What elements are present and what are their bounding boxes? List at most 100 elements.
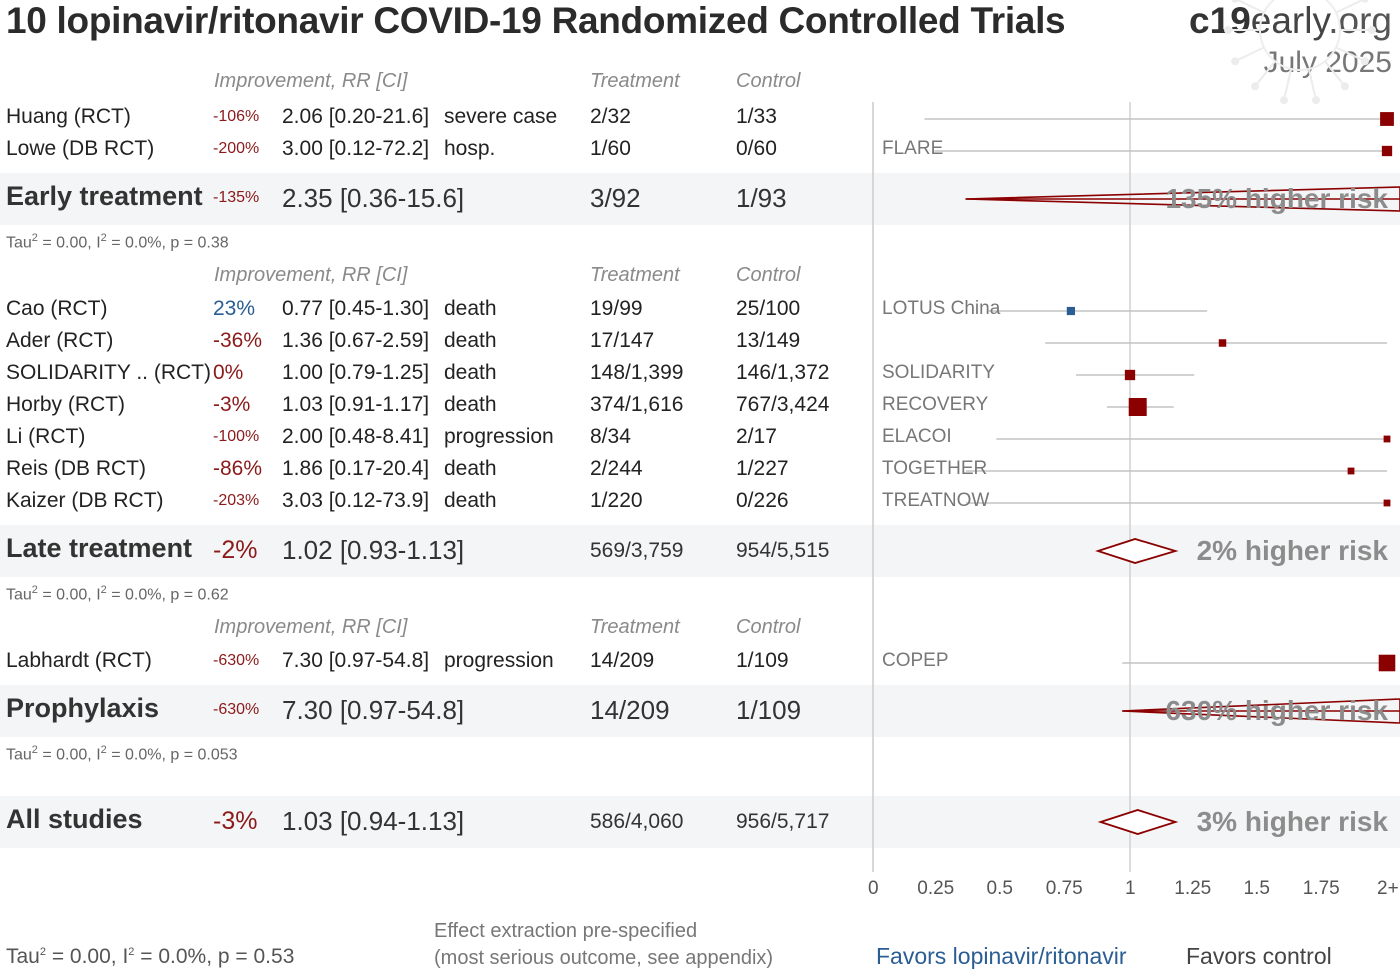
study-improvement: -200%	[213, 140, 260, 157]
watermark-dot	[1312, 96, 1321, 105]
effect-marker	[1380, 112, 1394, 126]
study-outcome: death	[444, 297, 497, 320]
watermark-spike	[1255, 60, 1276, 86]
group-improvement: -630%	[213, 701, 260, 718]
header-control: Control	[736, 70, 801, 92]
tau-label: Tau	[6, 746, 32, 764]
study-name: Ader (RCT)	[6, 329, 114, 352]
study-outcome: death	[444, 457, 497, 480]
effect-marker	[1128, 398, 1147, 416]
summary-diamond	[1097, 809, 1179, 835]
group-heterogeneity: Tau2 = 0.00, I2 = 0.0%, p = 0.62	[6, 584, 229, 604]
watermark-dot	[1368, 26, 1376, 34]
study-control: 1/109	[736, 649, 789, 672]
extraction-note-line1: Effect extraction pre-specified	[434, 920, 698, 942]
group-label: Prophylaxis	[6, 693, 160, 723]
study-control: 1/227	[736, 457, 789, 480]
x-tick-label: 2+	[1377, 878, 1399, 899]
tau-value-2: = 0.0%, p = 0.38	[106, 234, 229, 252]
study-outcome: death	[444, 361, 497, 384]
study-treatment: 1/60	[590, 137, 631, 160]
watermark-spike	[1335, 0, 1364, 14]
trial-name: SOLIDARITY	[882, 362, 995, 383]
study-outcome: death	[444, 393, 497, 416]
study-control: 146/1,372	[736, 361, 830, 384]
tau-value-1: = 0.00, I	[37, 586, 101, 604]
brand-c19: c19	[1189, 0, 1251, 41]
trial-name: RECOVERY	[882, 394, 989, 415]
study-treatment: 19/99	[590, 297, 643, 320]
risk-label: 630% higher risk	[1165, 695, 1388, 726]
summary-diamond	[1122, 698, 1400, 724]
study-improvement: -3%	[213, 393, 251, 416]
header-improvement: Improvement, RR [CI]	[214, 616, 408, 638]
group-control: 956/5,717	[736, 810, 830, 833]
study-rr: 7.30 [0.97-54.8]	[282, 649, 430, 672]
page-title: 10 lopinavir/ritonavir COVID-19 Randomiz…	[6, 0, 1066, 41]
study-control: 2/17	[736, 425, 777, 448]
group-label: Late treatment	[6, 533, 193, 563]
watermark-dot	[1224, 26, 1232, 34]
group-rr: 1.02 [0.93-1.13]	[282, 535, 465, 565]
study-name: Li (RCT)	[6, 425, 86, 448]
tau-value-1: = 0.00, I	[45, 945, 129, 968]
study-rr: 1.36 [0.67-2.59]	[282, 329, 430, 352]
study-rr: 1.03 [0.91-1.17]	[282, 393, 430, 416]
risk-label: 2% higher risk	[1196, 535, 1388, 566]
risk-label: 3% higher risk	[1196, 806, 1388, 837]
x-tick-label: 1.5	[1243, 878, 1270, 899]
x-tick-label: 1.25	[1174, 878, 1212, 899]
study-improvement: 0%	[213, 361, 244, 384]
group-rr: 1.03 [0.94-1.13]	[282, 806, 465, 836]
study-control: 0/60	[736, 137, 777, 160]
study-name: Lowe (DB RCT)	[6, 137, 155, 160]
study-rr: 1.86 [0.17-20.4]	[282, 457, 430, 480]
trial-name: ELACOI	[882, 426, 952, 447]
study-treatment: 2/244	[590, 457, 643, 480]
study-rr: 2.06 [0.20-21.6]	[282, 105, 430, 128]
study-improvement: -86%	[213, 457, 263, 480]
study-name: Horby (RCT)	[6, 393, 125, 416]
trial-name: TOGETHER	[882, 458, 988, 479]
study-improvement: -106%	[213, 108, 260, 125]
x-tick-label: 0	[868, 878, 879, 899]
group-treatment: 3/92	[590, 183, 641, 213]
watermark-dot	[1340, 82, 1349, 91]
extraction-note-line2: (most serious outcome, see appendix)	[434, 947, 774, 969]
effect-marker	[1383, 499, 1391, 507]
group-treatment: 569/3,759	[590, 539, 684, 562]
effect-marker	[1383, 435, 1391, 443]
effect-marker	[1347, 467, 1355, 475]
study-treatment: 17/147	[590, 329, 655, 352]
group-improvement: -135%	[213, 189, 260, 206]
trial-name: LOTUS China	[882, 298, 1001, 319]
x-tick-label: 0.25	[917, 878, 955, 899]
effect-marker	[1066, 306, 1075, 316]
study-outcome: severe case	[444, 105, 558, 128]
trial-name: COPEP	[882, 650, 949, 671]
study-improvement: -203%	[213, 492, 260, 509]
study-treatment: 148/1,399	[590, 361, 684, 384]
group-treatment: 14/209	[590, 695, 670, 725]
study-control: 0/226	[736, 489, 789, 512]
study-rr: 2.00 [0.48-8.41]	[282, 425, 430, 448]
study-treatment: 374/1,616	[590, 393, 684, 416]
study-improvement: -100%	[213, 428, 260, 445]
study-name: Labhardt (RCT)	[6, 649, 152, 672]
study-improvement: 23%	[213, 297, 256, 320]
study-name: Reis (DB RCT)	[6, 457, 146, 480]
study-outcome: progression	[444, 425, 554, 448]
group-improvement: -2%	[213, 536, 258, 564]
tau-value-2: = 0.0%, p = 0.53	[134, 945, 295, 968]
study-treatment: 1/220	[590, 489, 643, 512]
brand-early: early	[1250, 0, 1329, 41]
trial-name: TREATNOW	[882, 490, 990, 511]
group-label: Early treatment	[6, 181, 203, 211]
group-control: 1/109	[736, 695, 802, 725]
tau-label: Tau	[6, 945, 40, 968]
tau-value-1: = 0.00, I	[37, 746, 101, 764]
watermark-spike	[1335, 46, 1364, 62]
watermark-spike	[1236, 46, 1265, 62]
tau-label: Tau	[6, 586, 32, 604]
